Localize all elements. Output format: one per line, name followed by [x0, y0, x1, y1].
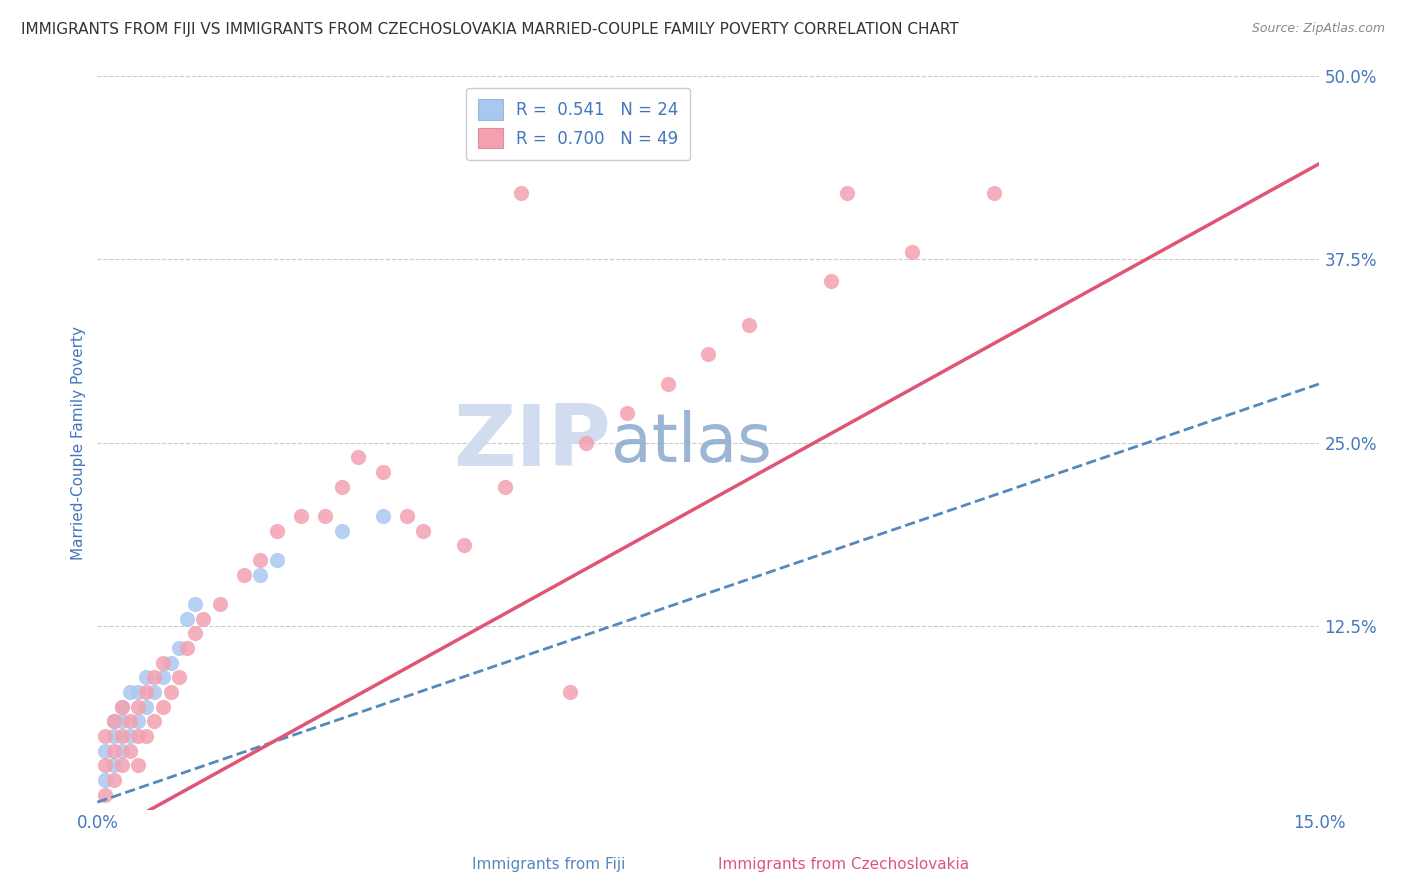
- Point: [103, 758, 125, 772]
- Point: [738, 318, 761, 332]
- Point: [111, 699, 134, 714]
- Point: [103, 773, 125, 788]
- Point: [558, 685, 581, 699]
- Point: [176, 612, 198, 626]
- Point: [94, 788, 117, 802]
- Point: [510, 186, 533, 200]
- Text: IMMIGRANTS FROM FIJI VS IMMIGRANTS FROM CZECHOSLOVAKIA MARRIED-COUPLE FAMILY POV: IMMIGRANTS FROM FIJI VS IMMIGRANTS FROM …: [21, 22, 959, 37]
- Point: [152, 670, 174, 684]
- Point: [111, 744, 134, 758]
- Point: [94, 773, 117, 788]
- Point: [901, 244, 924, 259]
- Point: [347, 450, 370, 465]
- Point: [152, 699, 174, 714]
- Point: [94, 758, 117, 772]
- Point: [193, 612, 215, 626]
- Point: [111, 714, 134, 729]
- Text: Immigrants from Czechoslovakia: Immigrants from Czechoslovakia: [718, 857, 969, 872]
- Point: [143, 685, 166, 699]
- Point: [127, 685, 149, 699]
- Point: [167, 641, 190, 656]
- Point: [159, 685, 181, 699]
- Text: Immigrants from Fiji: Immigrants from Fiji: [471, 857, 626, 872]
- Point: [616, 406, 638, 420]
- Point: [111, 699, 134, 714]
- Point: [111, 729, 134, 743]
- Point: [94, 729, 117, 743]
- Point: [233, 567, 256, 582]
- Point: [103, 744, 125, 758]
- Point: [453, 538, 475, 552]
- Point: [111, 758, 134, 772]
- Point: [103, 714, 125, 729]
- Point: [184, 626, 207, 640]
- Point: [249, 553, 271, 567]
- Point: [135, 699, 157, 714]
- Point: [184, 597, 207, 611]
- Point: [127, 758, 149, 772]
- Point: [575, 435, 598, 450]
- Point: [176, 641, 198, 656]
- Point: [118, 714, 141, 729]
- Point: [118, 744, 141, 758]
- Point: [266, 524, 288, 538]
- Y-axis label: Married-Couple Family Poverty: Married-Couple Family Poverty: [72, 326, 86, 559]
- Point: [249, 567, 271, 582]
- Point: [494, 479, 516, 493]
- Point: [395, 508, 418, 523]
- Point: [330, 524, 353, 538]
- Point: [118, 729, 141, 743]
- Text: Source: ZipAtlas.com: Source: ZipAtlas.com: [1251, 22, 1385, 36]
- Point: [103, 729, 125, 743]
- Point: [135, 670, 157, 684]
- Point: [103, 714, 125, 729]
- Point: [118, 685, 141, 699]
- Point: [143, 714, 166, 729]
- Point: [835, 186, 858, 200]
- Point: [314, 508, 336, 523]
- Point: [820, 274, 842, 288]
- Point: [330, 479, 353, 493]
- Point: [94, 744, 117, 758]
- Point: [290, 508, 312, 523]
- Point: [208, 597, 231, 611]
- Point: [127, 699, 149, 714]
- Point: [983, 186, 1005, 200]
- Point: [697, 347, 720, 361]
- Text: atlas: atlas: [610, 409, 772, 475]
- Point: [152, 656, 174, 670]
- Legend: R =  0.541   N = 24, R =  0.700   N = 49: R = 0.541 N = 24, R = 0.700 N = 49: [467, 87, 690, 160]
- Point: [266, 553, 288, 567]
- Point: [143, 670, 166, 684]
- Point: [127, 714, 149, 729]
- Point: [412, 524, 434, 538]
- Point: [127, 729, 149, 743]
- Point: [657, 376, 679, 391]
- Point: [371, 508, 394, 523]
- Point: [167, 670, 190, 684]
- Point: [135, 685, 157, 699]
- Point: [371, 465, 394, 479]
- Text: ZIP: ZIP: [453, 401, 610, 484]
- Point: [135, 729, 157, 743]
- Point: [159, 656, 181, 670]
